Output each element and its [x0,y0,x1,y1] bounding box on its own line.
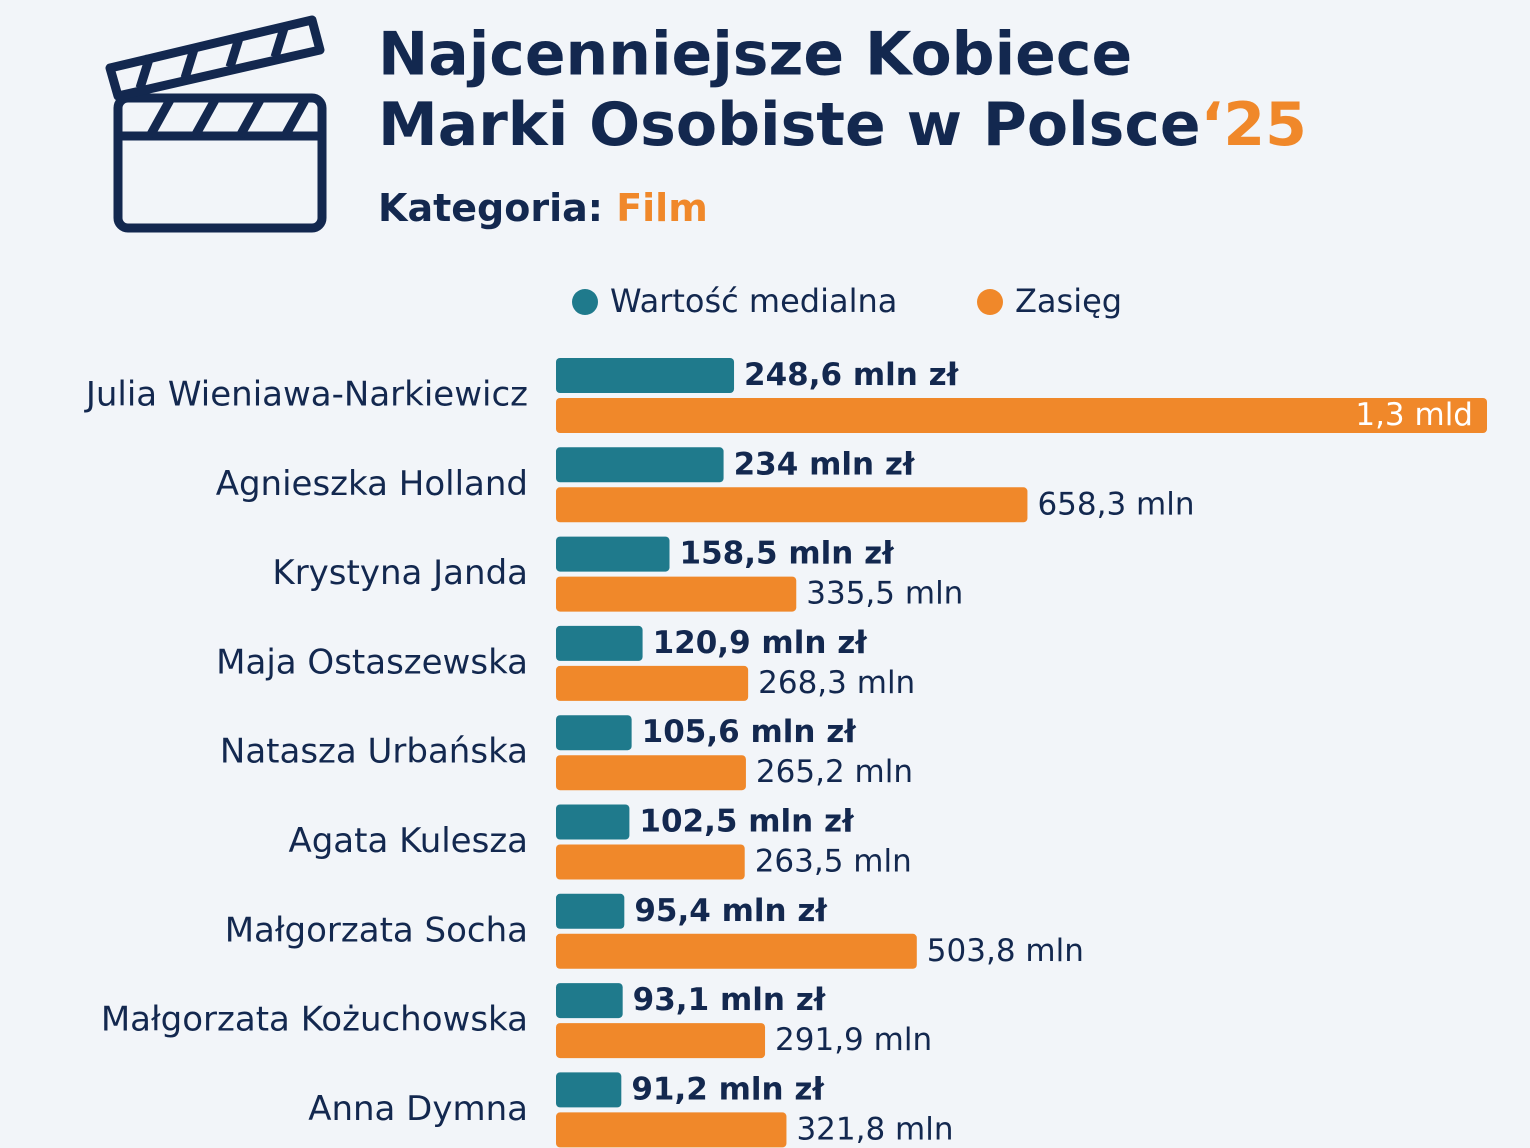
category-label: Krystyna Janda [272,553,528,593]
bar [556,844,745,880]
bar [556,983,623,1019]
bar [556,536,670,572]
title-line: Najcenniejsze Kobiece [378,20,1132,90]
bar [556,576,797,612]
value-label: 93,1 mln zł [633,982,827,1018]
value-label: 658,3 mln [1037,486,1194,522]
legend-label: Zasięg [1015,282,1122,320]
category-label: Agata Kulesza [288,821,528,861]
clapperboard-icon [105,15,327,233]
value-label: 95,4 mln zł [634,893,828,929]
value-label: 321,8 mln [796,1111,953,1147]
category-label: Julia Wieniawa-Narkiewicz [84,375,528,415]
bar [556,625,643,661]
bar [556,715,632,751]
legend-marker [572,289,598,315]
bar [556,487,1028,523]
value-label: 265,2 mln [756,754,913,790]
bar [556,665,749,701]
category-label: Małgorzata Kożuchowska [101,1000,528,1040]
category-label: Agnieszka Holland [216,464,528,504]
category-label: Anna Dymna [308,1089,528,1129]
value-label: 91,2 mln zł [631,1071,825,1107]
bar [556,1023,766,1059]
bar [556,933,917,969]
title-line: Marki Osobiste w Polsce‘25 [378,90,1307,160]
legend-marker [977,289,1003,315]
bar [556,804,630,840]
bar [556,755,746,791]
bar [556,893,625,929]
title-suffix: ‘25 [1201,90,1307,160]
bar [556,447,724,483]
value-label: 120,9 mln zł [653,625,869,661]
category-label: Maja Ostaszewska [216,642,528,682]
title-line: Marki Osobiste w Polsce [378,90,1201,160]
value-label: 1,3 mld [1355,397,1473,433]
value-label: 234 mln zł [734,446,916,482]
subtitle-value: Film [616,186,708,230]
legend-label: Wartość medialna [610,282,897,320]
value-label: 248,6 mln zł [744,357,960,393]
bar [556,1072,622,1108]
value-label: 503,8 mln [927,933,1084,969]
subtitle-label: Kategoria: [378,186,603,230]
bar [556,1112,787,1148]
category-label: Natasza Urbańska [220,732,528,772]
bar [556,398,1487,433]
value-label: 335,5 mln [806,576,963,612]
value-label: 105,6 mln zł [642,714,858,750]
bar [556,358,735,393]
category-label: Małgorzata Socha [225,910,528,950]
value-label: 102,5 mln zł [639,804,855,840]
value-label: 268,3 mln [758,665,915,701]
value-label: 263,5 mln [755,844,912,880]
value-label: 291,9 mln [775,1022,932,1058]
subtitle: Kategoria: Film [378,186,708,230]
value-label: 158,5 mln zł [680,536,896,572]
